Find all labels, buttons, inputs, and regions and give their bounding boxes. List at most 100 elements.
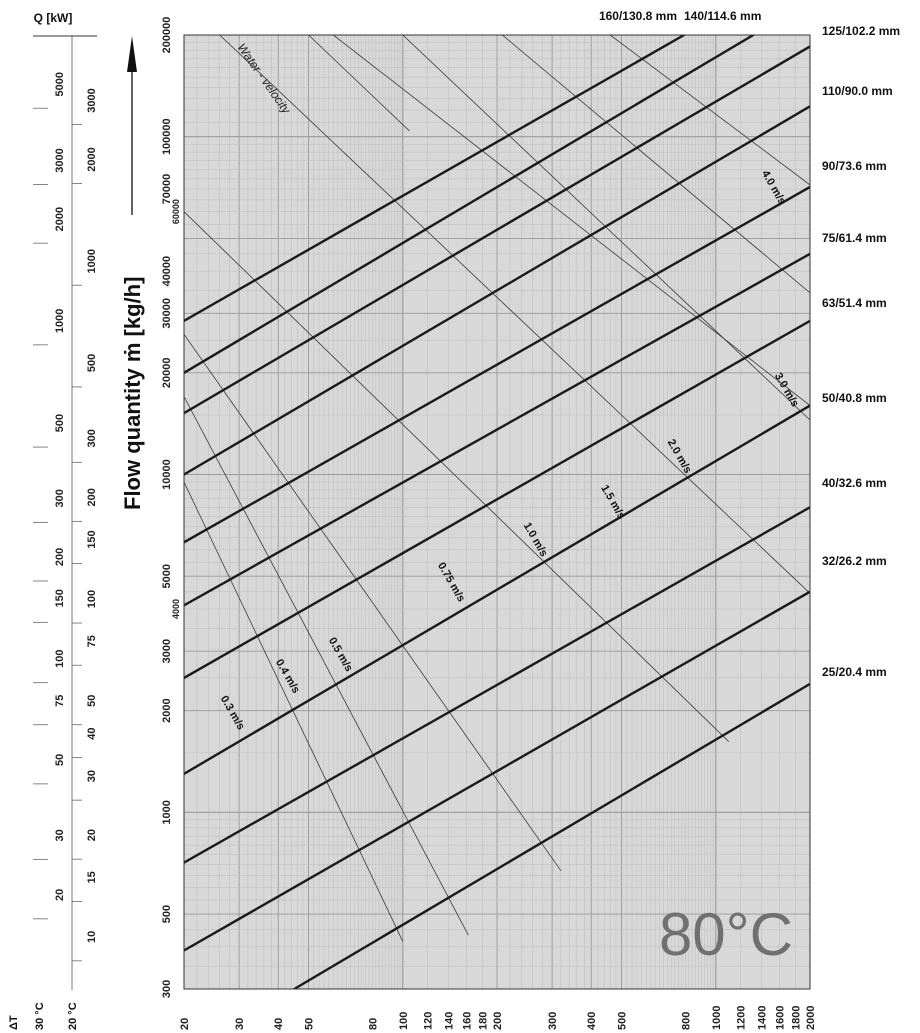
- delta-t-label: ΔT: [8, 1015, 20, 1030]
- kw-tick-label: 150: [54, 589, 66, 607]
- y-tick-label: 40000: [161, 256, 173, 287]
- kw-tick-label: 50: [54, 754, 66, 766]
- pipe-series-label: 110/90.0 mm: [822, 84, 893, 98]
- x-tick-label: 500: [617, 1012, 629, 1030]
- velocity-line: [609, 35, 810, 186]
- velocity-line: [502, 35, 810, 294]
- velocity-line: [308, 35, 410, 132]
- y-tick-label: 300: [161, 980, 173, 998]
- kw-tick-label: 40: [86, 728, 98, 740]
- x-tick-label: 1800: [791, 1006, 803, 1030]
- x-tick-label: 1400: [757, 1006, 769, 1030]
- kw-tick-label: 500: [86, 354, 98, 372]
- pipe-series-label: 140/114.6 mm: [684, 9, 761, 23]
- x-tick-label: 120: [423, 1012, 435, 1030]
- y-axis-title: Flow quantity ṁ [kg/h]: [120, 277, 145, 510]
- kw-tick-label: 200: [86, 488, 98, 506]
- x-tick-labels: 20 30 40 50 80 100 120 140 160 180 200 300 400 500 800…: [179, 1006, 817, 1030]
- kw-tick-label: 30: [86, 770, 98, 782]
- y-tick-label: 500: [161, 905, 173, 923]
- pipe-series-label: 50/40.8 mm: [822, 391, 887, 405]
- velocity-line: [333, 35, 810, 406]
- y-tick-label: 20000: [161, 358, 173, 389]
- pipe-series-label: 32/26.2 mm: [822, 554, 887, 568]
- kw-axis-title: Q [kW]: [34, 11, 73, 25]
- pipe-series-label: 40/32.6 mm: [822, 476, 887, 490]
- y-tick-labels: 300 500 1000 2000 3000 4000 5000 10000 20000 3000…: [161, 17, 181, 999]
- y-tick-label: 5000: [161, 564, 173, 588]
- pipe-line: [293, 682, 810, 989]
- x-tick-label: 180: [478, 1012, 490, 1030]
- kw-tick-label: 2000: [86, 147, 98, 171]
- x-tick-label: 800: [680, 1012, 692, 1030]
- kw-tick-label: 5000: [54, 72, 66, 96]
- kw-tick-label: 15: [86, 871, 98, 883]
- kw-tick-label: 300: [86, 429, 98, 447]
- plot-frame: [183, 34, 811, 990]
- x-tick-label: 80: [367, 1018, 379, 1030]
- y-tick-label: 3000: [161, 639, 173, 663]
- y-tick-label: 100000: [161, 118, 173, 155]
- kw-tick-label: 75: [86, 635, 98, 647]
- y-tick-label: 10000: [161, 459, 173, 490]
- velocity-lines: [184, 35, 810, 942]
- y-tick-label: 1000: [161, 800, 173, 824]
- pipe-line: [184, 35, 755, 375]
- pipe-line: [184, 252, 810, 607]
- kw-tick-label: 10: [86, 931, 98, 943]
- kw-tick-label: 30: [54, 829, 66, 841]
- kw-tick-label: 1000: [54, 309, 66, 333]
- kw-tick-label: 300: [54, 489, 66, 507]
- kw-tick-label: 500: [54, 414, 66, 432]
- kw-tick-label: 1000: [86, 249, 98, 273]
- kw-tick-label: 100: [86, 590, 98, 608]
- x-tick-label: 20: [179, 1018, 191, 1030]
- velocity-line: [184, 334, 562, 871]
- velocity-line: [184, 481, 404, 942]
- velocity-line: [184, 211, 730, 742]
- x-tick-label: 1000: [711, 1006, 723, 1030]
- kw-tick-label: 150: [86, 530, 98, 548]
- pipe-line: [184, 35, 686, 323]
- y-tick-label: 30000: [161, 298, 173, 329]
- temperature-label: 80°C: [659, 901, 793, 968]
- pipe-series-label: 25/20.4 mm: [822, 665, 887, 679]
- y-tick-label: 70000: [161, 174, 173, 205]
- x-tick-label: 40: [273, 1018, 285, 1030]
- velocity-line: [219, 35, 810, 594]
- kw-column-header: 20 °C: [67, 1002, 79, 1030]
- pipe-series-label: 125/102.2 mm: [822, 24, 900, 38]
- pipe-line: [184, 590, 810, 952]
- kw-tick-label: 3000: [86, 88, 98, 112]
- kw-column-header: 30 °C: [34, 1002, 46, 1030]
- x-tick-label: 1600: [775, 1006, 787, 1030]
- kw-tick-label: 75: [54, 695, 66, 707]
- x-tick-label: 300: [547, 1012, 559, 1030]
- kw-tick-label: 3000: [54, 148, 66, 172]
- x-tick-label: 100: [398, 1012, 410, 1030]
- x-tick-label: 200: [492, 1012, 504, 1030]
- pipe-series-lines: [184, 35, 810, 989]
- pipe-series-label: 90/73.6 mm: [822, 159, 887, 173]
- kw-tick-label: 20: [86, 829, 98, 841]
- pipe-series-label: 75/61.4 mm: [822, 231, 887, 245]
- pipe-line: [184, 45, 810, 415]
- kw-tick-label: 2000: [54, 207, 66, 231]
- y-tick-label: 200000: [161, 17, 173, 54]
- velocity-line: [184, 396, 469, 936]
- y-tick-label: 2000: [161, 698, 173, 722]
- kw-tick-label: 100: [54, 650, 66, 668]
- y-tick-label: 4000: [171, 599, 181, 619]
- velocity-line: [402, 35, 810, 421]
- kw-tick-label: 20: [54, 889, 66, 901]
- pipe-line: [184, 319, 810, 680]
- pipe-line: [184, 404, 810, 776]
- kw-tick-label: 50: [86, 695, 98, 707]
- pipe-series-label: 160/130.8 mm: [599, 9, 677, 23]
- kw-axis: Q [kW] ΔT 30 °C 5000 3000 2000 1000 500 300 200 15…: [8, 11, 98, 1030]
- x-tick-label: 160: [462, 1012, 474, 1030]
- pipe-series-label: 63/51.4 mm: [822, 296, 887, 310]
- y-tick-label: 60000: [171, 199, 181, 224]
- grid: [184, 35, 810, 989]
